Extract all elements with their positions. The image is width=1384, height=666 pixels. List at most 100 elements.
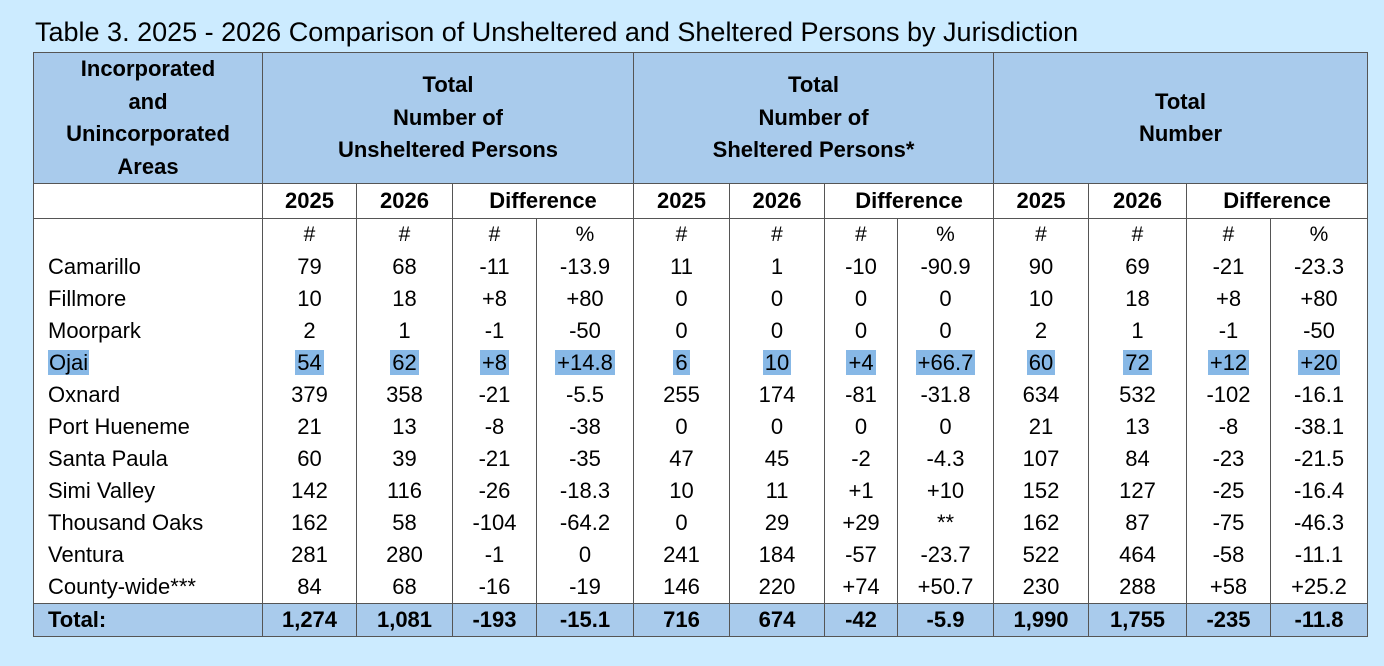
cell-value: -1	[484, 318, 505, 343]
value-cell: -25	[1186, 475, 1272, 507]
cell-value: 21	[297, 414, 322, 439]
cell-value: +14.8	[555, 350, 615, 375]
cell-value: 60	[1026, 350, 1056, 375]
cell-value: 0	[854, 318, 868, 343]
unit-cell: #	[1186, 218, 1272, 251]
cell-value: -5.5	[566, 382, 604, 407]
cell-value: 2	[303, 318, 316, 343]
value-cell: 127	[1088, 475, 1188, 507]
value-cell: 10	[633, 475, 731, 507]
value-cell: -21	[452, 379, 537, 411]
cell-value: 162	[1022, 510, 1060, 535]
cell-value: 152	[1022, 478, 1060, 503]
cell-value: -21	[478, 382, 511, 407]
table-row: County-wide*** 84 68 -16 -19 146 220 +74 +50.7 23…	[33, 571, 1369, 604]
cell-value: -90.9	[920, 254, 971, 279]
unit-cell: #	[633, 218, 731, 251]
value-cell: -19	[535, 571, 635, 604]
value-cell: +66.7	[897, 347, 995, 379]
cell-value: 68	[392, 254, 417, 279]
cell-value: -19	[569, 574, 601, 599]
units-row: # # # % # # # % # # # %	[33, 218, 1369, 251]
cell-value: 47	[669, 446, 694, 471]
year-cell: 2026	[729, 183, 826, 219]
table-row: Simi Valley 142 116 -26 -18.3 10 11 +1 +10 152 127…	[33, 475, 1369, 507]
value-cell: 1	[729, 251, 826, 283]
unit-cell: #	[452, 218, 537, 251]
table-row: Ventura 281 280 -1 0 241 184 -57 -23.7 522 464 -58 -…	[33, 539, 1369, 571]
area-name: Oxnard	[48, 382, 121, 407]
cell-value: +25.2	[1291, 574, 1347, 599]
value-cell: 13	[356, 411, 453, 443]
area-name: Ojai	[48, 350, 90, 375]
cell-value: 0	[939, 286, 952, 311]
cell-value: -5.9	[926, 607, 965, 632]
value-cell: -38	[535, 411, 635, 443]
area-name-cell: Oxnard	[33, 379, 263, 411]
value-cell: -11.1	[1270, 539, 1369, 571]
cell-value: 0	[770, 286, 784, 311]
cell-value: -1	[484, 542, 505, 567]
value-cell: 0	[633, 507, 731, 539]
total-row: Total: 1,274 1,081 -193 -15.1 716 674 -42 -5.9 1,…	[33, 603, 1369, 637]
area-name: Ventura	[48, 542, 124, 567]
area-name-cell: Total:	[33, 603, 263, 637]
value-cell: 62	[356, 347, 453, 379]
cell-value: 79	[297, 254, 322, 279]
value-cell: 45	[729, 443, 826, 475]
value-cell: -10	[824, 251, 899, 283]
cell-value: **	[936, 510, 955, 535]
cell-value: -13.9	[559, 254, 611, 279]
value-cell: +8	[452, 347, 537, 379]
cell-value: 464	[1119, 542, 1156, 567]
cell-value: 288	[1119, 574, 1156, 599]
table-title: Table 3. 2025 - 2026 Comparison of Unshe…	[35, 17, 1079, 47]
cell-value: 230	[1022, 574, 1060, 599]
cell-value: -25	[1212, 478, 1245, 503]
value-cell: 10	[993, 283, 1090, 315]
year-cell: 2025	[993, 183, 1090, 219]
cell-value: +80	[566, 286, 604, 311]
cell-value: -8	[484, 414, 505, 439]
value-cell: 288	[1088, 571, 1188, 604]
value-cell: 84	[262, 571, 357, 604]
cell-value: -10	[845, 254, 877, 279]
value-cell: -90.9	[897, 251, 995, 283]
cell-value: +20	[1298, 350, 1340, 375]
value-cell: -16.4	[1270, 475, 1369, 507]
value-cell: 79	[262, 251, 357, 283]
value-cell: -16	[452, 571, 537, 604]
value-cell: -13.9	[535, 251, 635, 283]
cell-value: 68	[392, 574, 417, 599]
value-cell: -5.5	[535, 379, 635, 411]
cell-value: 1	[398, 318, 411, 343]
value-cell: -23	[1186, 443, 1272, 475]
value-cell: 54	[262, 347, 357, 379]
cell-value: 60	[297, 446, 322, 471]
comparison-table: Incorporated and Unincorporated Areas To…	[33, 52, 1369, 637]
value-cell: 716	[633, 603, 731, 637]
cell-value: 220	[758, 574, 796, 599]
value-cell: -102	[1186, 379, 1272, 411]
area-name-cell: Ojai	[33, 347, 263, 379]
value-cell: -1	[452, 315, 537, 347]
cell-value: 0	[770, 318, 784, 343]
value-cell: 0	[897, 283, 995, 315]
year-cell: 2026	[356, 183, 453, 219]
cell-value: -16	[478, 574, 511, 599]
value-cell: 0	[897, 315, 995, 347]
value-cell: 18	[1088, 283, 1188, 315]
cell-value: 255	[663, 382, 700, 407]
table-row: Thousand Oaks 162 58 -104 -64.2 0 29 +29 ** 162 87…	[33, 507, 1369, 539]
value-cell: -57	[824, 539, 899, 571]
cell-value: 18	[1125, 286, 1150, 311]
value-cell: 21	[262, 411, 357, 443]
cell-value: 1	[1131, 318, 1144, 343]
value-cell: 152	[993, 475, 1090, 507]
value-cell: -23.7	[897, 539, 995, 571]
value-cell: 84	[1088, 443, 1188, 475]
cell-value: 0	[675, 510, 688, 535]
value-cell: 146	[633, 571, 731, 604]
value-cell: 1	[1088, 315, 1188, 347]
value-cell: 29	[729, 507, 826, 539]
